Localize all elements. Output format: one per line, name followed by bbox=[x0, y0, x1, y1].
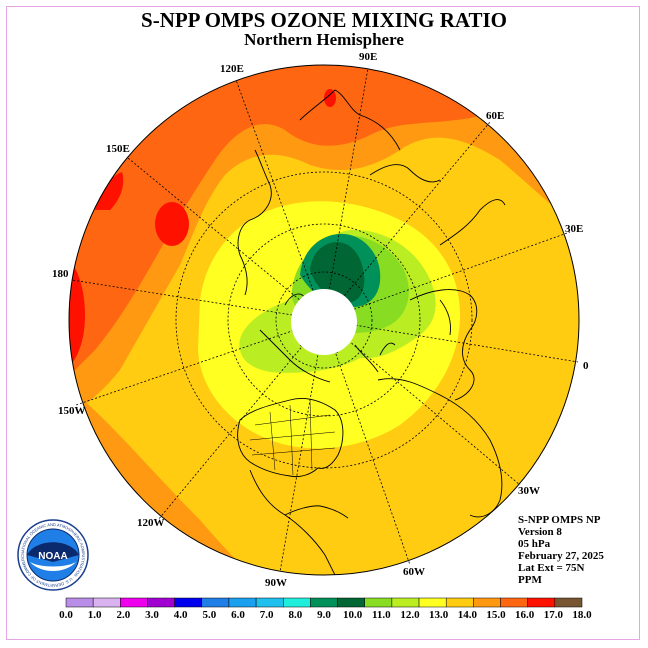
info-lat-ext: Lat Ext = 75N bbox=[518, 562, 585, 574]
colorbar-tick-label: 5.0 bbox=[202, 609, 217, 621]
meridian-label-90e: 90E bbox=[359, 51, 378, 63]
colorbar-tick-label: 4.0 bbox=[173, 609, 188, 621]
colorbar-swatch bbox=[337, 597, 365, 608]
map-title: S-NPP OMPS OZONE MIXING RATIO bbox=[141, 8, 507, 32]
colorbar-tick-label: 9.0 bbox=[317, 609, 331, 621]
colorbar-swatch bbox=[473, 597, 501, 608]
colorbar-swatch bbox=[445, 597, 474, 608]
colorbar-swatch bbox=[283, 597, 311, 608]
map-boundary bbox=[68, 64, 580, 576]
meridian-label-30e: 30E bbox=[565, 223, 584, 235]
meridian-label-30w: 30W bbox=[518, 485, 540, 497]
us-state-borders bbox=[249, 399, 336, 476]
info-date: February 27, 2025 bbox=[518, 550, 604, 562]
colorbar-swatch bbox=[228, 597, 257, 608]
colorbar-tick-label: 10.0 bbox=[343, 609, 363, 621]
colorbar-tick-label: 8.0 bbox=[288, 609, 303, 621]
ozone-band-8-9 bbox=[310, 242, 365, 303]
colorbar-swatch bbox=[527, 597, 556, 608]
colorbar-tick-label: 11.0 bbox=[372, 609, 391, 621]
colorbar-tick-label: 1.0 bbox=[87, 609, 102, 621]
colorbar-swatch bbox=[255, 597, 284, 608]
colorbar-swatch bbox=[391, 597, 420, 608]
colorbar-swatch bbox=[174, 597, 203, 608]
colorbar-swatch bbox=[310, 597, 338, 608]
colorbar-swatch bbox=[65, 597, 94, 608]
colorbar-tick-label: 2.0 bbox=[116, 609, 131, 621]
colorbar-tick-label: 13.0 bbox=[429, 609, 449, 621]
colorbar-tick-label: 14.0 bbox=[457, 609, 477, 621]
ozone-band-16-17-small bbox=[324, 89, 336, 107]
ozone-band-16-17-edge bbox=[95, 172, 124, 210]
colorbar-swatch bbox=[92, 597, 121, 608]
meridian-label-0: 0 bbox=[583, 360, 589, 372]
colorbar-tick-label: 12.0 bbox=[400, 609, 420, 621]
colorbar-tick-label: 15.0 bbox=[486, 609, 506, 621]
ozone-band-15-16 bbox=[69, 65, 560, 385]
colorbar-swatch bbox=[364, 597, 393, 608]
colorbar-tick-label: 16.0 bbox=[515, 609, 535, 621]
noaa-logo-text: NOAA bbox=[38, 551, 67, 562]
colorbar-tick-label: 3.0 bbox=[145, 609, 159, 621]
colorbar-tick-label: 18.0 bbox=[572, 609, 592, 621]
product-info: S-NPP OMPS NP Version 8 05 hPa February … bbox=[518, 514, 604, 586]
meridian-label-120w: 120W bbox=[137, 517, 165, 529]
meridian-label-60e: 60E bbox=[486, 110, 505, 122]
colorbar-swatch bbox=[418, 597, 447, 608]
colorbar-swatch bbox=[147, 597, 175, 608]
figure-frame bbox=[6, 6, 640, 640]
ozone-band-16-17-patch bbox=[155, 202, 189, 246]
colorbar-tick-label: 17.0 bbox=[543, 609, 563, 621]
noaa-logo-icon: NOAA NATIONAL OCEANIC AND ATMOSPHERIC AD… bbox=[16, 518, 89, 591]
meridian-label-180: 180 bbox=[52, 268, 69, 280]
meridian-label-60w: 60W bbox=[403, 566, 425, 578]
polar-data-gap bbox=[291, 289, 357, 355]
colorbar-swatch bbox=[500, 597, 528, 608]
meridian-label-150e: 150E bbox=[106, 143, 130, 155]
info-product: S-NPP OMPS NP bbox=[518, 514, 601, 526]
info-units: PPM bbox=[518, 574, 542, 586]
meridian-label-90w: 90W bbox=[265, 577, 287, 589]
colorbar-swatch bbox=[120, 597, 148, 608]
meridian-label-150w: 150W bbox=[58, 405, 86, 417]
map-subtitle: Northern Hemisphere bbox=[244, 30, 404, 49]
colorbar-tick-label: 6.0 bbox=[231, 609, 245, 621]
info-version: Version 8 bbox=[518, 526, 562, 538]
info-level: 05 hPa bbox=[518, 538, 551, 550]
colorbar-swatch bbox=[554, 597, 583, 608]
meridian-label-120e: 120E bbox=[220, 63, 244, 75]
colorbar-tick-label: 7.0 bbox=[259, 609, 274, 621]
meridian-lines bbox=[71, 67, 579, 573]
colorbar-swatch bbox=[201, 597, 230, 608]
coastlines bbox=[237, 89, 506, 575]
colorbar-tick-label: 0.0 bbox=[59, 609, 73, 621]
